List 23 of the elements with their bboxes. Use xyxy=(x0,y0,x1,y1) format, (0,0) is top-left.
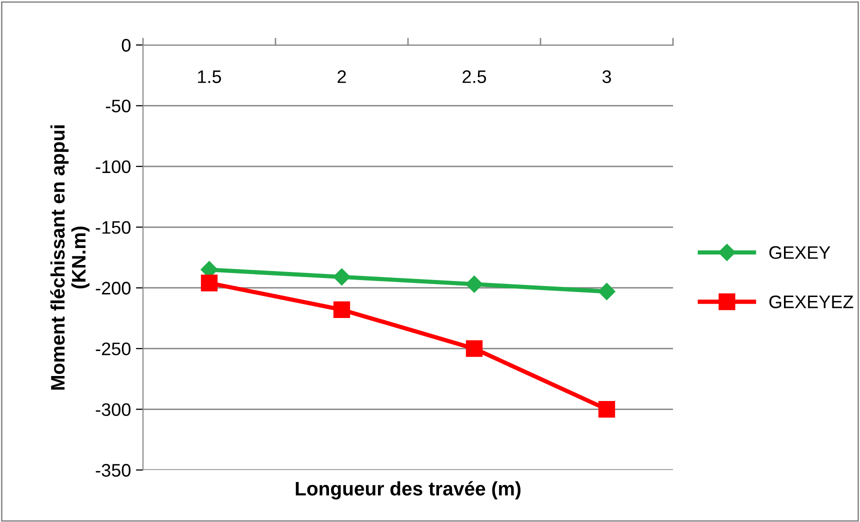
y-tick-label: 0 xyxy=(122,38,130,52)
point xyxy=(598,400,616,418)
y-tick-label: -300 xyxy=(96,403,130,416)
point xyxy=(466,276,483,293)
point xyxy=(598,282,616,300)
x-tick-label: 2.5 xyxy=(462,70,486,84)
x-tick-label: 1.5 xyxy=(198,70,222,84)
y-tick-label: -350 xyxy=(96,464,130,477)
y-tick-label: -200 xyxy=(96,282,130,295)
y-tick-label: -250 xyxy=(96,342,130,356)
x-tick-label: 3 xyxy=(602,70,611,84)
point xyxy=(466,340,483,357)
y-axis-title: Moment fléchissant en appui (KN.m) xyxy=(50,125,90,390)
y-tick-label: -100 xyxy=(96,160,130,174)
legend-label: GEXEYEZ xyxy=(769,295,854,308)
point xyxy=(200,274,218,292)
x-tick-label: 2 xyxy=(338,70,346,83)
x-axis-title: Longueur des travée (m) xyxy=(296,481,520,500)
legend-label: GEXEY xyxy=(769,246,830,259)
point xyxy=(333,268,350,286)
y-tick-label: -50 xyxy=(106,100,130,112)
y-tick-label: -150 xyxy=(96,221,130,234)
point xyxy=(333,301,350,318)
